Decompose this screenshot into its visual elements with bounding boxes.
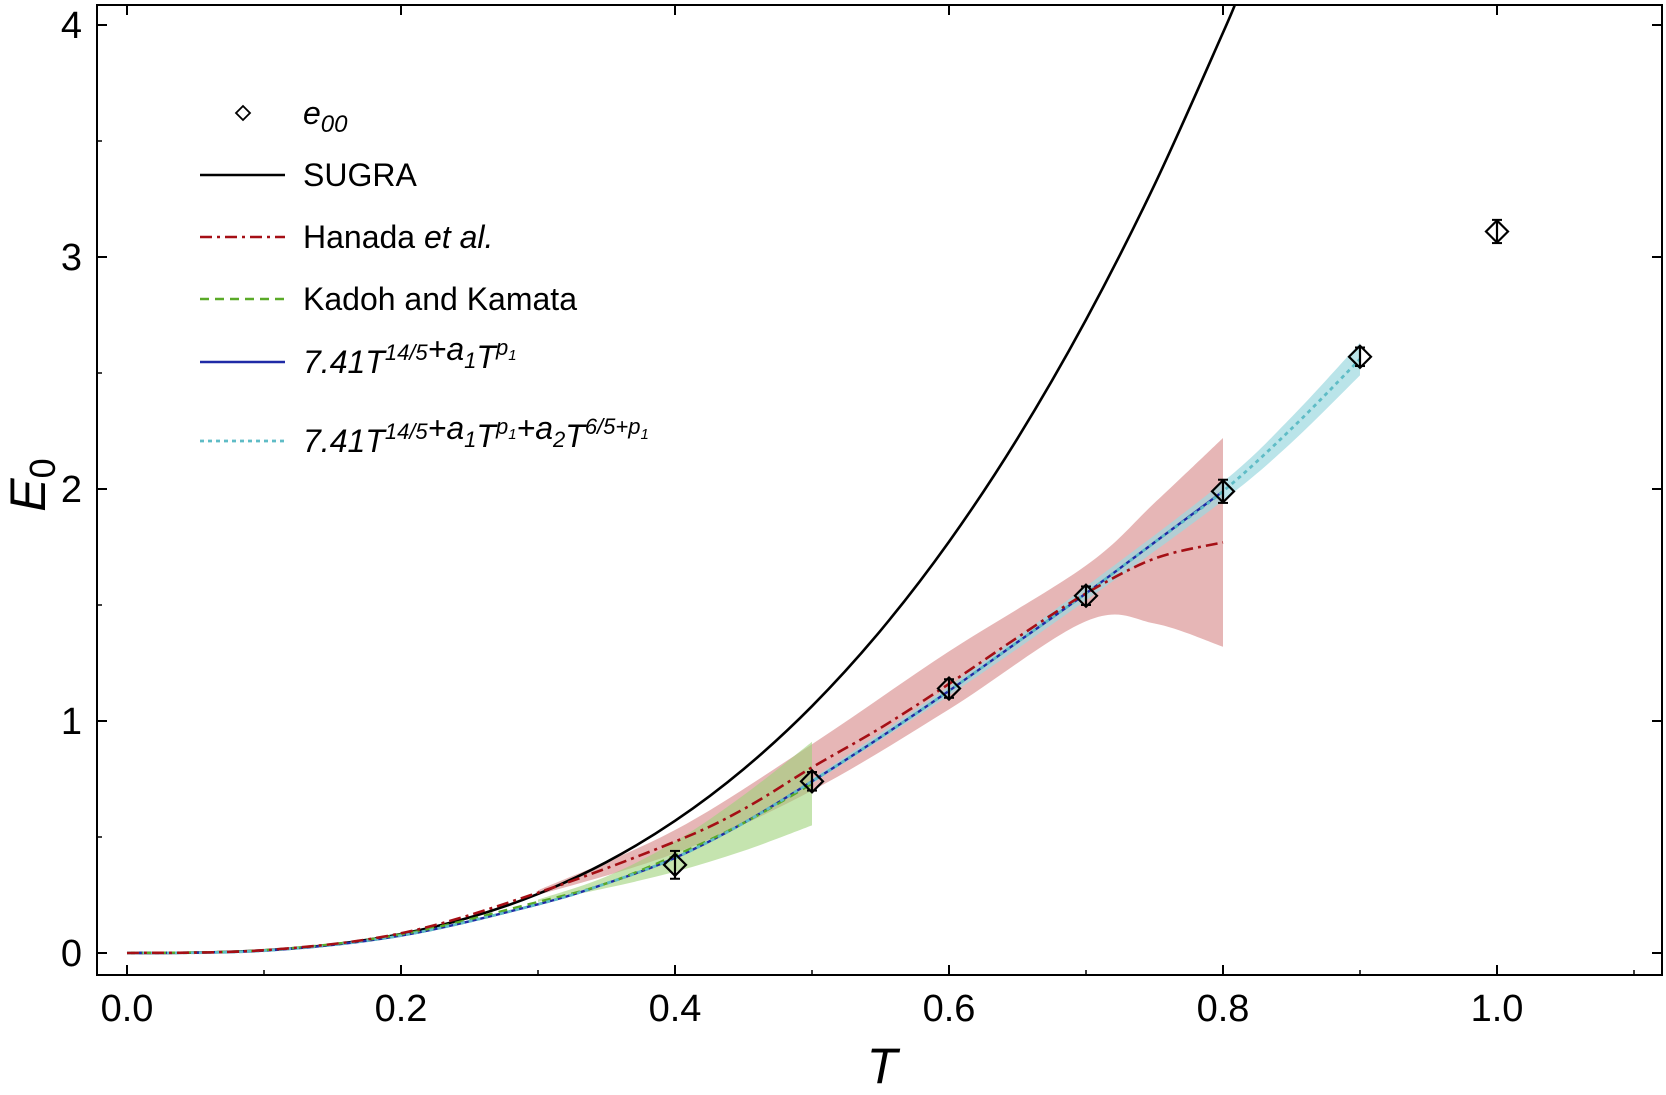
data-point: [936, 675, 962, 702]
data-point: [1347, 344, 1373, 370]
diamond-marker: [662, 852, 688, 878]
y-axis-label: E0: [0, 458, 63, 511]
diamond-marker: [1347, 344, 1373, 370]
y-tick-label: 0: [61, 933, 82, 975]
confidence-bands: [538, 342, 1360, 902]
plot-frame: [96, 4, 1663, 976]
legend: e00 SUGRA Hanada et al. Kadoh and Kamata 7.4…: [200, 95, 649, 459]
diamond-marker: [1484, 218, 1510, 245]
x-tick-label: 0.0: [101, 988, 154, 1030]
diamond-marker: [1210, 478, 1236, 504]
legend-item-sugra: SUGRA: [200, 157, 417, 193]
y-tick-label: 1: [61, 701, 82, 743]
diamond-marker: [1073, 583, 1099, 609]
data-point: [799, 768, 825, 794]
fit1-line: [126, 490, 1224, 955]
legend-label: Hanada et al.: [303, 219, 493, 255]
y-tick-label: 4: [61, 5, 82, 47]
x-tick-label: 0.2: [375, 988, 428, 1030]
sugra-line: [126, 5, 1237, 955]
curves: [126, 5, 1361, 955]
legend-label: SUGRA: [303, 157, 417, 193]
diamond-marker: [799, 768, 825, 794]
diamond-marker: [936, 675, 962, 702]
legend-diamond-marker: [234, 104, 252, 122]
legend-item-kadoh: Kadoh and Kamata: [200, 281, 577, 317]
y-tick-label: 2: [61, 469, 82, 511]
hanada-band: [538, 437, 1223, 895]
x-tick-label: 0.8: [1197, 988, 1250, 1030]
x-tick-label: 1.0: [1471, 988, 1524, 1030]
x-tick-label: 0.6: [923, 988, 976, 1030]
data-point: [662, 849, 688, 880]
data-point: [1210, 478, 1236, 504]
legend-label: 7.41T14/5+a1Tp1: [303, 331, 517, 380]
legend-item-e00: e00: [234, 95, 348, 138]
legend-label: e00: [303, 95, 348, 138]
legend-label: 7.41T14/5+a1Tp1+a2T6/5+p1: [303, 410, 649, 459]
hanada-line: [126, 541, 1224, 955]
legend-item-fit2: 7.41T14/5+a1Tp1+a2T6/5+p1: [200, 410, 649, 459]
x-axis-label: T: [867, 1038, 901, 1094]
data-point: [1484, 218, 1510, 245]
y-tick-label: 3: [61, 237, 82, 279]
data-points: [662, 218, 1510, 880]
x-tick-label: 0.4: [649, 988, 702, 1030]
legend-label: Kadoh and Kamata: [303, 281, 577, 317]
legend-item-hanada: Hanada et al.: [200, 219, 493, 255]
data-point: [1073, 583, 1099, 609]
legend-item-fit1: 7.41T14/5+a1Tp1: [200, 331, 517, 380]
fit2-line: [126, 358, 1361, 955]
axis-ticks: 0.0 0.2 0.4 0.6 0.8 1.0 0 1 2 3 4: [61, 5, 1662, 1030]
kadoh-line: [126, 782, 813, 955]
